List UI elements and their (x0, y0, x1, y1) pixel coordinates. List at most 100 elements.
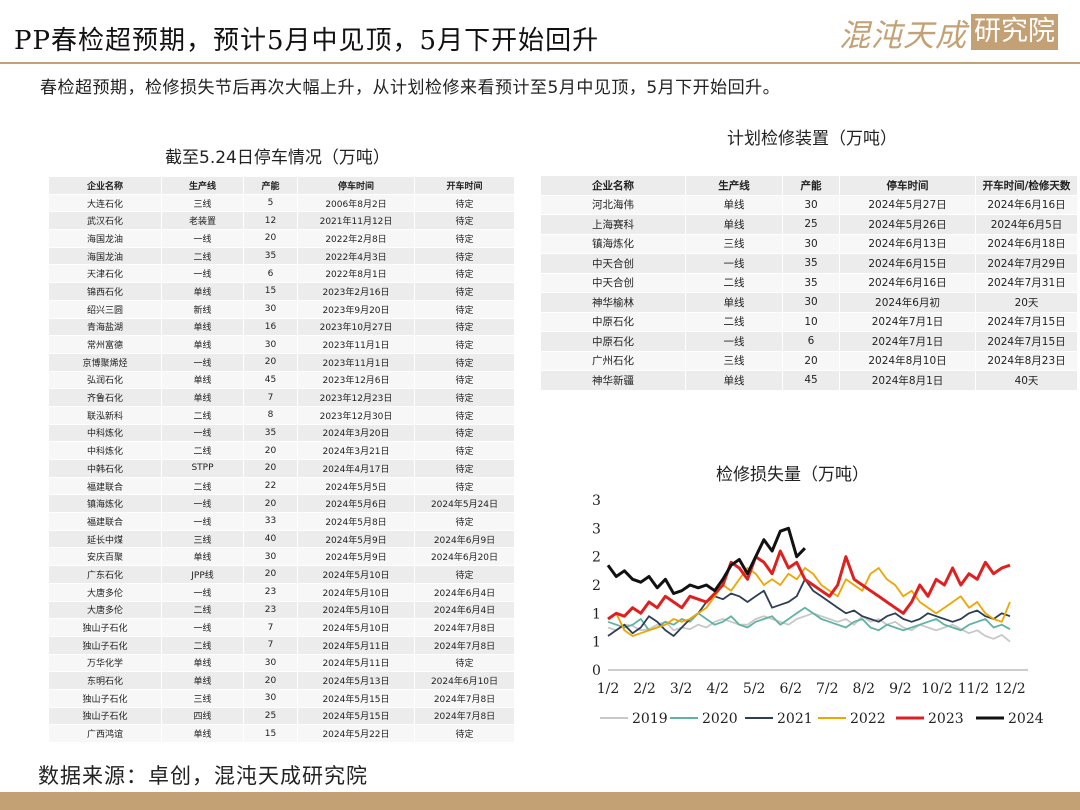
table-cell: 一线 (161, 352, 244, 372)
table-cell: 待定 (414, 246, 515, 266)
table-row: 弘润石化 单线 45 2023年12月6日 待定 (48, 370, 515, 390)
table-cell: 单线 (161, 388, 244, 407)
table-cell: 45 (782, 370, 840, 391)
legend-label: 2019 (632, 711, 668, 727)
legend-label: 2024 (1008, 711, 1044, 727)
table-cell: 一线 (685, 253, 783, 274)
table-row: 海国龙油 二线 35 2022年4月3日 待定 (48, 246, 515, 266)
table-cell: 单线 (685, 194, 783, 215)
table-cell: 单线 (685, 370, 783, 391)
series-line-2020 (607, 606, 1011, 632)
table-cell: 20 (243, 459, 298, 478)
table-cell: 待定 (414, 459, 515, 478)
table-row: 广东石化 JPP线 20 2024年5月10日 待定 (48, 565, 515, 584)
table-cell: 35 (243, 423, 298, 443)
column-header: 生产线 (685, 175, 783, 196)
table-row: 延长中煤 三线 40 2024年5月9日 2024年6月9日 (48, 529, 515, 549)
table-row: 中原石化 二线 10 2024年7月1日 2024年7月15日 (540, 311, 1078, 332)
table-cell: 天津石化 (48, 264, 162, 284)
table-cell: 中天合创 (540, 272, 686, 293)
table-cell: 海国龙油 (48, 229, 162, 248)
table-cell: 22 (243, 476, 298, 496)
column-header: 产能 (243, 176, 298, 195)
table-cell: 待定 (414, 299, 515, 319)
table-cell: 新线 (161, 299, 244, 319)
table-row: 独山子石化 三线 30 2024年5月15日 2024年7月8日 (48, 688, 515, 708)
table-row: 独山子石化 一线 7 2024年5月10日 2024年7月8日 (48, 618, 515, 637)
table-cell: 三线 (161, 529, 244, 549)
table-cell: 25 (782, 214, 840, 235)
table-cell: 单线 (161, 317, 244, 337)
table-cell: 2024年7月8日 (414, 635, 515, 655)
y-tick-label: 2 (592, 550, 601, 566)
maintenance-loss-chart: 0 1 1 2 2 3 3 1/2 2/2 3/2 4/2 5/2 6/2 7/2 8/2 9/2 10/2 11… (592, 493, 1044, 727)
table-cell: 2024年7月1日 (839, 331, 976, 352)
table-cell: 7 (243, 618, 298, 637)
table-cell: 2024年5月26日 (839, 214, 976, 235)
table-row: 大唐多伦 一线 23 2024年5月10日 2024年6月4日 (48, 582, 515, 602)
table-cell: 2024年5月10日 (297, 600, 415, 620)
table-cell: 独山子石化 (48, 635, 162, 655)
table-cell: 8 (243, 405, 298, 425)
x-tick-label: 9/2 (889, 681, 912, 697)
table-cell: 单线 (685, 292, 783, 313)
table-cell: 10 (782, 311, 840, 332)
table-cell: 三线 (685, 233, 783, 254)
table-cell: 待定 (414, 423, 515, 443)
table-cell: 35 (243, 246, 298, 266)
table-cell: 20 (243, 671, 298, 690)
table-cell: 一线 (685, 331, 783, 352)
table-cell: 二线 (685, 272, 783, 293)
table-row: 福建联合 二线 22 2024年5月5日 待定 (48, 476, 515, 496)
table-row: 中科炼化 二线 20 2024年3月21日 待定 (48, 441, 515, 460)
table-cell: 万华化学 (48, 653, 162, 673)
table-row: 绍兴三圆 新线 30 2023年9月20日 待定 (48, 299, 515, 319)
table-cell: 一线 (161, 264, 244, 284)
logo-text: 混沌天成 (839, 17, 967, 54)
table-cell: 2024年6月初 (839, 292, 976, 313)
table-cell: 一线 (161, 618, 244, 637)
table-cell: 2024年7月8日 (414, 618, 515, 637)
plan-table: 企业名称 生产线 产能 停车时间 开车时间/检修天数 河北海伟 单线 30 2024年5月27… (540, 175, 1078, 391)
table-cell: 2024年7月15日 (975, 311, 1078, 332)
table-cell: 20 (243, 441, 298, 460)
header: PP春检超预期，预计5月中见顶，5月下开始回升 混沌天成 研究院 (0, 0, 1080, 62)
table-cell: 联泓新科 (48, 405, 162, 425)
table-cell: 待定 (414, 476, 515, 496)
x-tick-label: 7/2 (816, 681, 839, 697)
table-cell: 2024年5月6日 (297, 494, 415, 514)
table-cell: 一线 (161, 423, 244, 443)
table-cell: 一线 (161, 229, 244, 248)
table-cell: 30 (782, 194, 840, 215)
table-cell: 中科炼化 (48, 423, 162, 443)
table-cell: 三线 (161, 193, 244, 213)
table-cell: 单线 (161, 547, 244, 567)
table-cell: 2024年6月10日 (414, 671, 515, 690)
table-cell: 45 (243, 370, 298, 390)
table-cell: 单线 (685, 214, 783, 235)
table-cell: 2024年6月18日 (975, 233, 1078, 254)
table-row: 中韩石化 STPP 20 2024年4月17日 待定 (48, 459, 515, 478)
table-cell: 2023年12月6日 (297, 370, 415, 390)
table-cell: 2023年9月20日 (297, 299, 415, 319)
table-cell: 2024年6月9日 (414, 529, 515, 549)
plan-table-title: 计划检修装置（万吨） (727, 129, 897, 149)
y-tick-label: 1 (592, 606, 601, 622)
table-row: 镇海炼化 一线 20 2024年5月6日 2024年5月24日 (48, 494, 515, 514)
table-row: 青海盐湖 单线 16 2023年10月27日 待定 (48, 317, 515, 337)
table-row: 神华新疆 单线 45 2024年8月1日 40天 (540, 370, 1078, 391)
table-cell: 2024年8月23日 (975, 350, 1078, 371)
y-tick-label: 1 (592, 635, 601, 651)
table-cell: 30 (243, 547, 298, 567)
legend-label: 2021 (777, 711, 813, 727)
table-cell: 2024年5月11日 (297, 635, 415, 655)
column-header: 企业名称 (48, 176, 162, 195)
table-cell: 锦西石化 (48, 282, 162, 301)
table-row: 武汉石化 老装置 12 2021年11月12日 待定 (48, 211, 515, 231)
table-cell: 福建联合 (48, 476, 162, 496)
table-cell: 2024年5月11日 (297, 653, 415, 673)
table-cell: 2024年6月16日 (839, 272, 976, 293)
table-cell: 福建联合 (48, 512, 162, 531)
table-cell: 大连石化 (48, 193, 162, 213)
table-cell: 15 (243, 282, 298, 301)
